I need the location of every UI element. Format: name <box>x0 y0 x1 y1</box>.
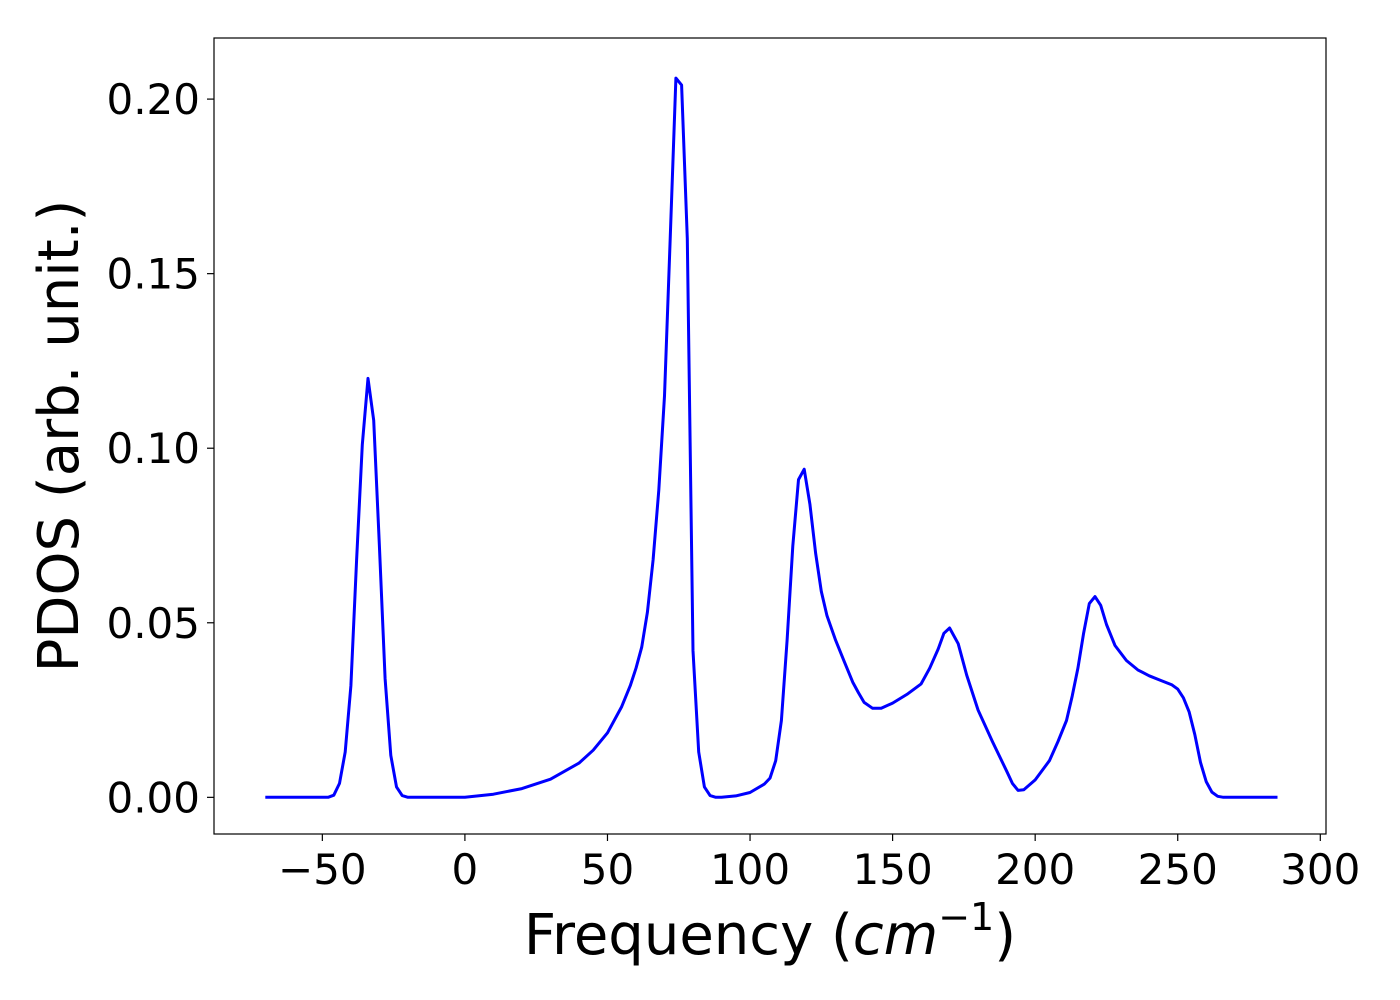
y-tick-label: 0.10 <box>106 424 200 473</box>
y-axis-ticks: 0.00 0.05 0.10 0.15 0.20 <box>106 75 214 822</box>
y-axis-label: PDOS (arb. unit.) <box>27 200 92 673</box>
y-tick-label: 0.05 <box>106 599 200 648</box>
x-axis-label: Frequency (cm−1) <box>524 895 1016 968</box>
x-axis-ticks: −50 0 50 100 150 200 250 300 <box>278 834 1360 894</box>
y-tick-label: 0.15 <box>106 250 200 299</box>
x-tick-label: 100 <box>710 845 790 894</box>
x-tick-label: 0 <box>452 845 479 894</box>
x-tick-label: 200 <box>995 845 1075 894</box>
x-tick-label: 50 <box>581 845 634 894</box>
plot-frame <box>213 37 1327 835</box>
x-tick-label: 150 <box>853 845 933 894</box>
x-tick-label: −50 <box>278 845 367 894</box>
y-tick-label: 0.20 <box>106 75 200 124</box>
pdos-series-line <box>265 76 1278 799</box>
x-tick-label: 300 <box>1280 845 1360 894</box>
x-tick-label: 250 <box>1138 845 1218 894</box>
y-tick-label: 0.00 <box>106 773 200 822</box>
